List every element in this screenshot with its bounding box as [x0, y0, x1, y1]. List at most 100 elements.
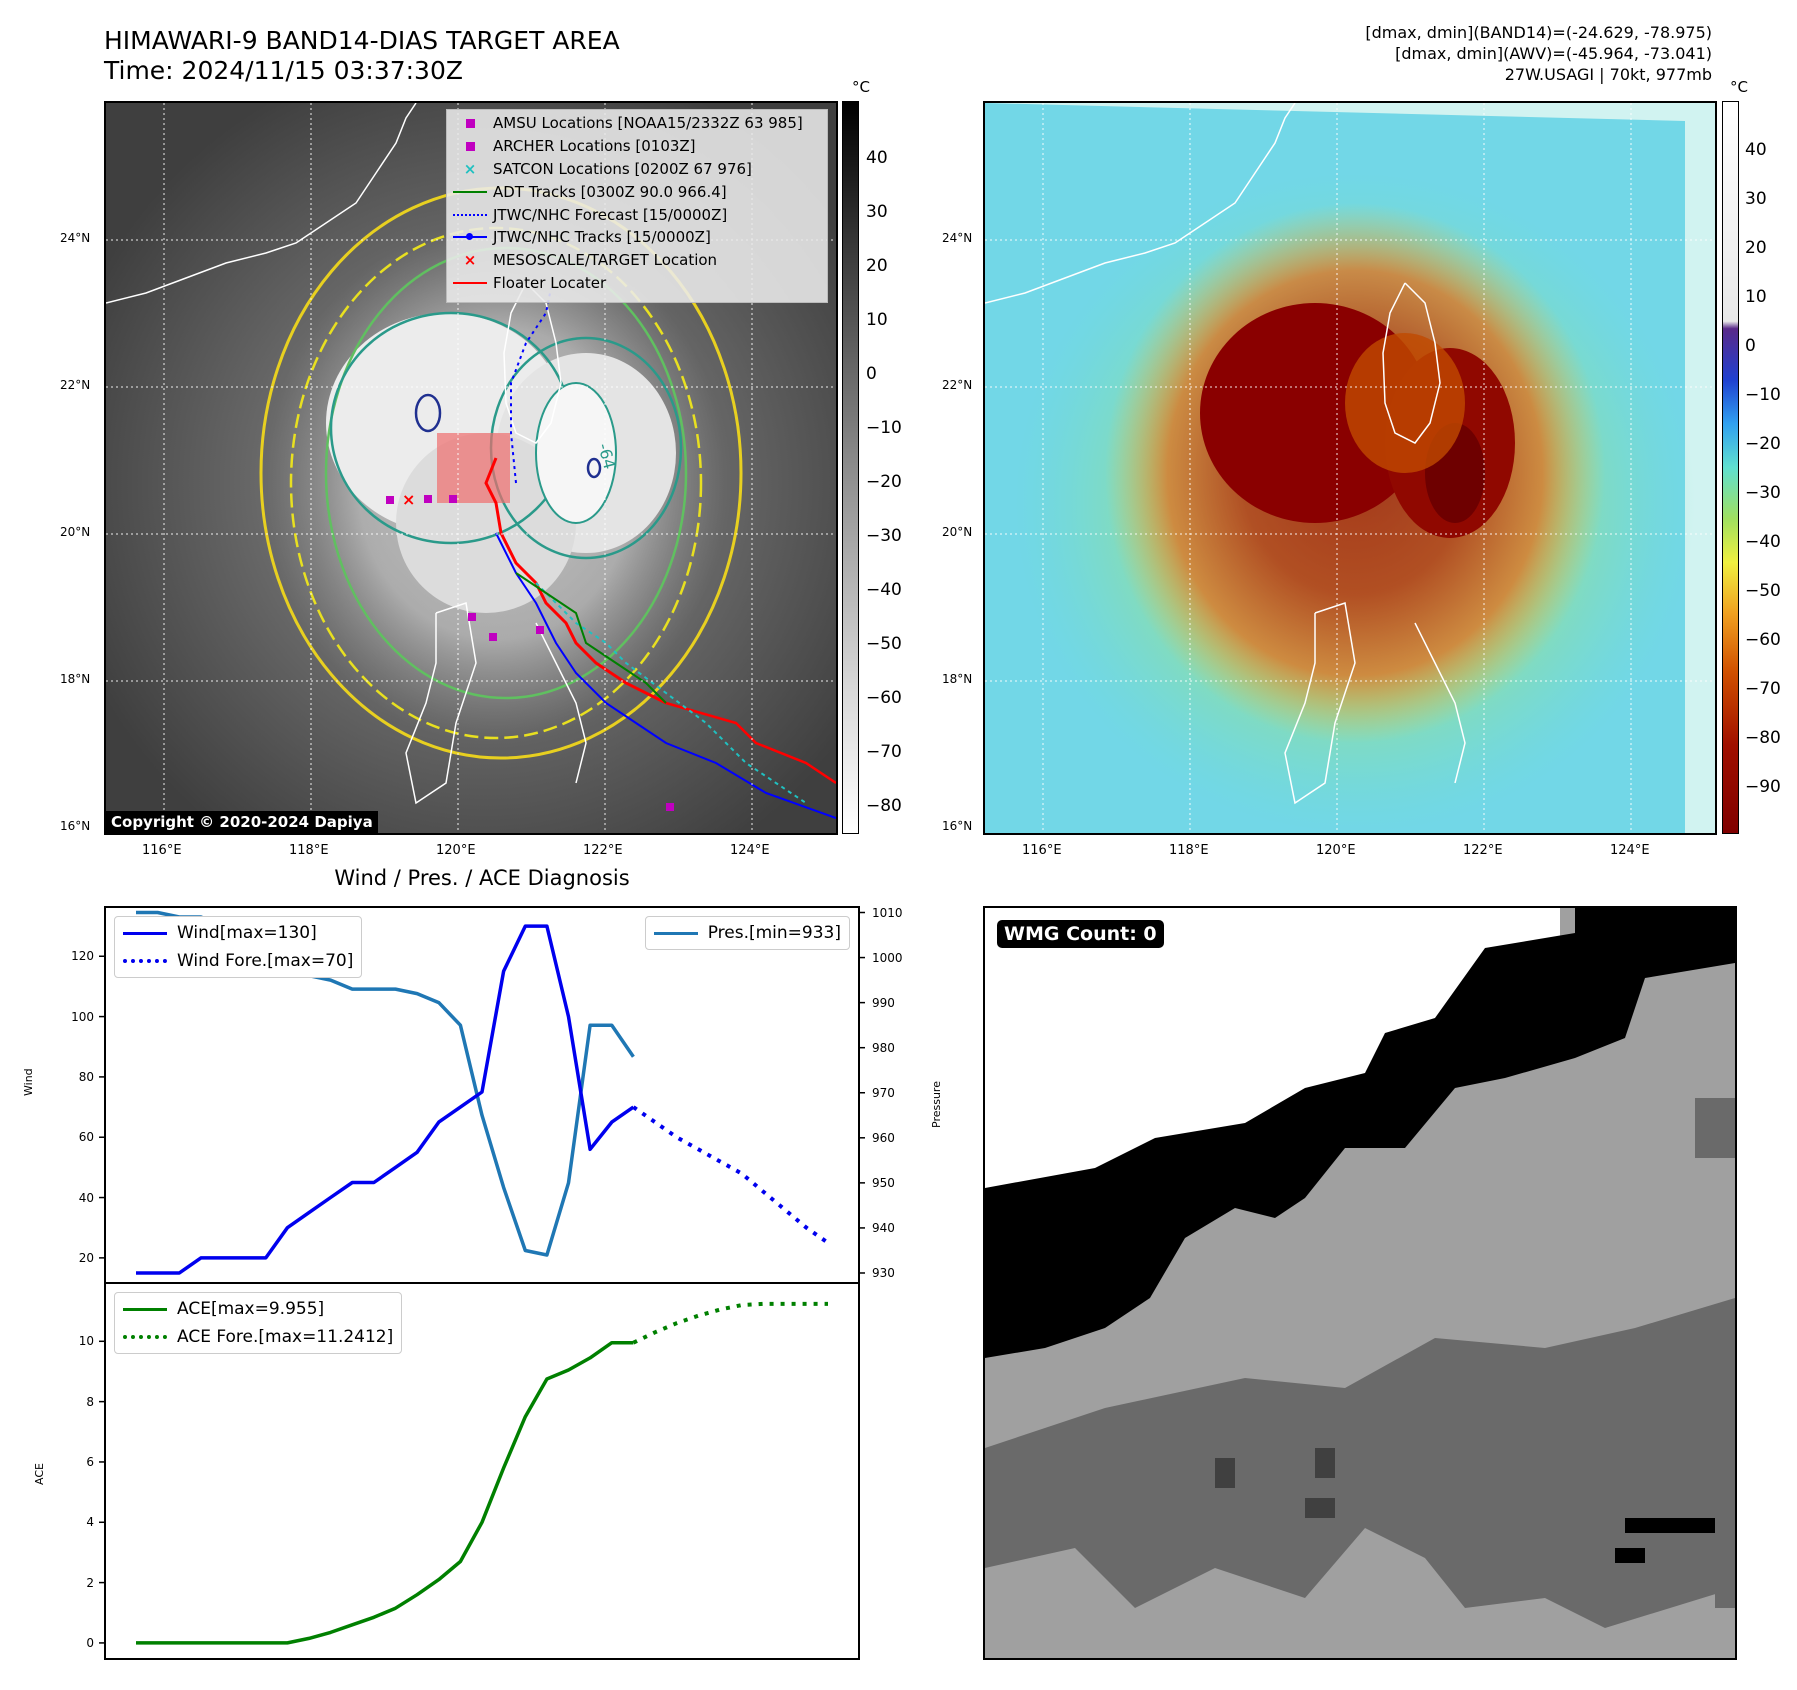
wind-tick-label: 40	[78, 1190, 94, 1205]
colorbar-tick: −40	[866, 580, 902, 600]
ace-tick-label: 6	[86, 1454, 94, 1469]
satcon-locations	[535, 582, 807, 804]
x-icon: ×	[463, 159, 477, 178]
lon-label: 124°E	[730, 843, 770, 858]
floater-locater-track	[484, 457, 667, 705]
legend-pressure: Pres.[min=933]	[653, 919, 841, 947]
pressure-tick-label: 960	[872, 1130, 895, 1145]
contour-coldest	[414, 393, 442, 433]
ace-tick-label: 8	[86, 1394, 94, 1409]
x-icon: ×	[463, 251, 477, 270]
colorbar-tick: 40	[1745, 140, 1767, 160]
target-marker: ×	[402, 490, 415, 509]
map-legend: AMSU Locations [NOAA15/2332Z 63 985] ARC…	[446, 109, 828, 303]
lon-label: 116°E	[1022, 843, 1062, 858]
jtwc-track	[495, 532, 836, 819]
dotted-line-icon	[123, 959, 167, 963]
wmg-count-badge: WMG Count: 0	[997, 920, 1164, 948]
lon-label: 116°E	[142, 843, 182, 858]
colorbar-tick: −10	[866, 418, 902, 438]
legend-item-adt: ADT Tracks [0300Z 90.0 966.4]	[447, 180, 827, 203]
pressure-tick-label: 980	[872, 1040, 895, 1055]
pressure-tick-label: 1010	[872, 905, 903, 920]
series-line-ace-fore	[632, 1301, 828, 1345]
colorbar-tick: −50	[1745, 581, 1781, 601]
colorbar-tick: −60	[1745, 630, 1781, 650]
ace-legend: ACE[max=9.955] ACE Fore.[max=11.2412]	[114, 1292, 403, 1354]
series-line-ace	[136, 1340, 634, 1645]
lat-label: 16°N	[942, 819, 973, 833]
line-icon	[653, 931, 698, 935]
colorbar-awv	[1722, 101, 1739, 834]
pressure-tick-label: 940	[872, 1220, 895, 1235]
colorbar-tick: −90	[1745, 777, 1781, 797]
colorbar-tick: −80	[866, 796, 902, 816]
copyright-badge: Copyright © 2020-2024 Dapiya	[106, 811, 378, 833]
jtwc-forecast	[510, 287, 552, 484]
colorbar-tick: −10	[1745, 385, 1781, 405]
colorbar-tick: 10	[866, 310, 888, 330]
ace-tick-label: 4	[86, 1515, 94, 1530]
colorbar-tick: −50	[866, 634, 902, 654]
lat-label: 22°N	[60, 378, 91, 392]
colorbar-tick: −70	[866, 742, 902, 762]
colorbar-tick: −30	[1745, 483, 1781, 503]
lon-label: 124°E	[1610, 843, 1650, 858]
colorbar-tick: 30	[866, 202, 888, 222]
lat-label: 22°N	[942, 378, 973, 392]
wind-legend: Wind[max=130] Wind Fore.[max=70]	[114, 916, 363, 978]
colorbar-tick: 40	[866, 148, 888, 168]
awv-map-panel	[983, 101, 1717, 835]
pressure-axis-label: Pressure	[930, 1081, 943, 1128]
line-icon	[123, 931, 167, 935]
pressure-tick-label: 950	[872, 1175, 895, 1190]
colorbar-tick: 0	[866, 364, 877, 384]
dotted-line-icon	[123, 1335, 167, 1339]
band14-map-panel: -64 ×	[104, 101, 838, 835]
info-block: [dmax, dmin](BAND14)=(-24.629, -78.975) …	[1365, 22, 1712, 85]
coastline-taiwan	[503, 282, 562, 444]
colorbar-tick: −40	[1745, 532, 1781, 552]
coastline-taiwan	[1382, 282, 1441, 444]
legend-item-target: × MESOSCALE/TARGET Location	[447, 249, 827, 272]
storm-info: 27W.USAGI | 70kt, 977mb	[1504, 65, 1712, 84]
lon-label: 118°E	[289, 843, 329, 858]
ace-plot: ACE[max=9.955] ACE Fore.[max=11.2412]	[99, 1282, 860, 1660]
legend-item-jtwc-tracks: JTWC/NHC Tracks [15/0000Z]	[447, 226, 827, 249]
figure-title: HIMAWARI-9 BAND14-DIAS TARGET AREA	[104, 26, 620, 55]
ace-axis-label: ACE	[33, 1463, 46, 1485]
band14-range: [dmax, dmin](BAND14)=(-24.629, -78.975)	[1365, 23, 1712, 42]
colorbar-tick: 20	[866, 256, 888, 276]
coastline-luzon	[1284, 602, 1356, 805]
dot-line-icon	[453, 233, 487, 241]
legend-wind: Wind[max=130]	[123, 919, 353, 947]
line-icon	[453, 281, 487, 284]
lat-label: 20°N	[60, 525, 91, 539]
colorbar-unit: °C	[1730, 78, 1748, 96]
lat-label: 16°N	[60, 819, 91, 833]
colorbar-tick: 0	[1745, 336, 1756, 356]
colorbar-tick: 30	[1745, 189, 1767, 209]
lon-label: 122°E	[583, 843, 623, 858]
legend-wind-forecast: Wind Fore.[max=70]	[123, 947, 353, 975]
dotted-line-icon	[453, 213, 487, 216]
lon-label: 120°E	[436, 843, 476, 858]
colorbar-grey	[842, 101, 859, 834]
wmg-panel: WMG Count: 0	[983, 906, 1737, 1660]
colorbar-tick: −60	[866, 688, 902, 708]
pressure-tick-label: 990	[872, 995, 895, 1010]
wind-pressure-plot: Wind[max=130] Wind Fore.[max=70] Pres.[m…	[99, 906, 865, 1284]
pressure-tick-label: 930	[872, 1265, 895, 1280]
lon-label: 118°E	[1169, 843, 1209, 858]
pressure-legend: Pres.[min=933]	[644, 916, 850, 950]
legend-ace-forecast: ACE Fore.[max=11.2412]	[123, 1323, 393, 1351]
legend-item-amsu: AMSU Locations [NOAA15/2332Z 63 985]	[447, 112, 827, 135]
coastline-luzon	[405, 602, 477, 805]
legend-item-archer: ARCHER Locations [0103Z]	[447, 135, 827, 158]
wmg-black-region	[985, 908, 1735, 1358]
wind-axis-label: Wind	[22, 1068, 35, 1096]
ace-tick-label: 0	[86, 1635, 94, 1650]
wind-tick-label: 80	[78, 1069, 94, 1084]
colorbar-tick: −70	[1745, 679, 1781, 699]
colorbar-tick: −20	[1745, 434, 1781, 454]
